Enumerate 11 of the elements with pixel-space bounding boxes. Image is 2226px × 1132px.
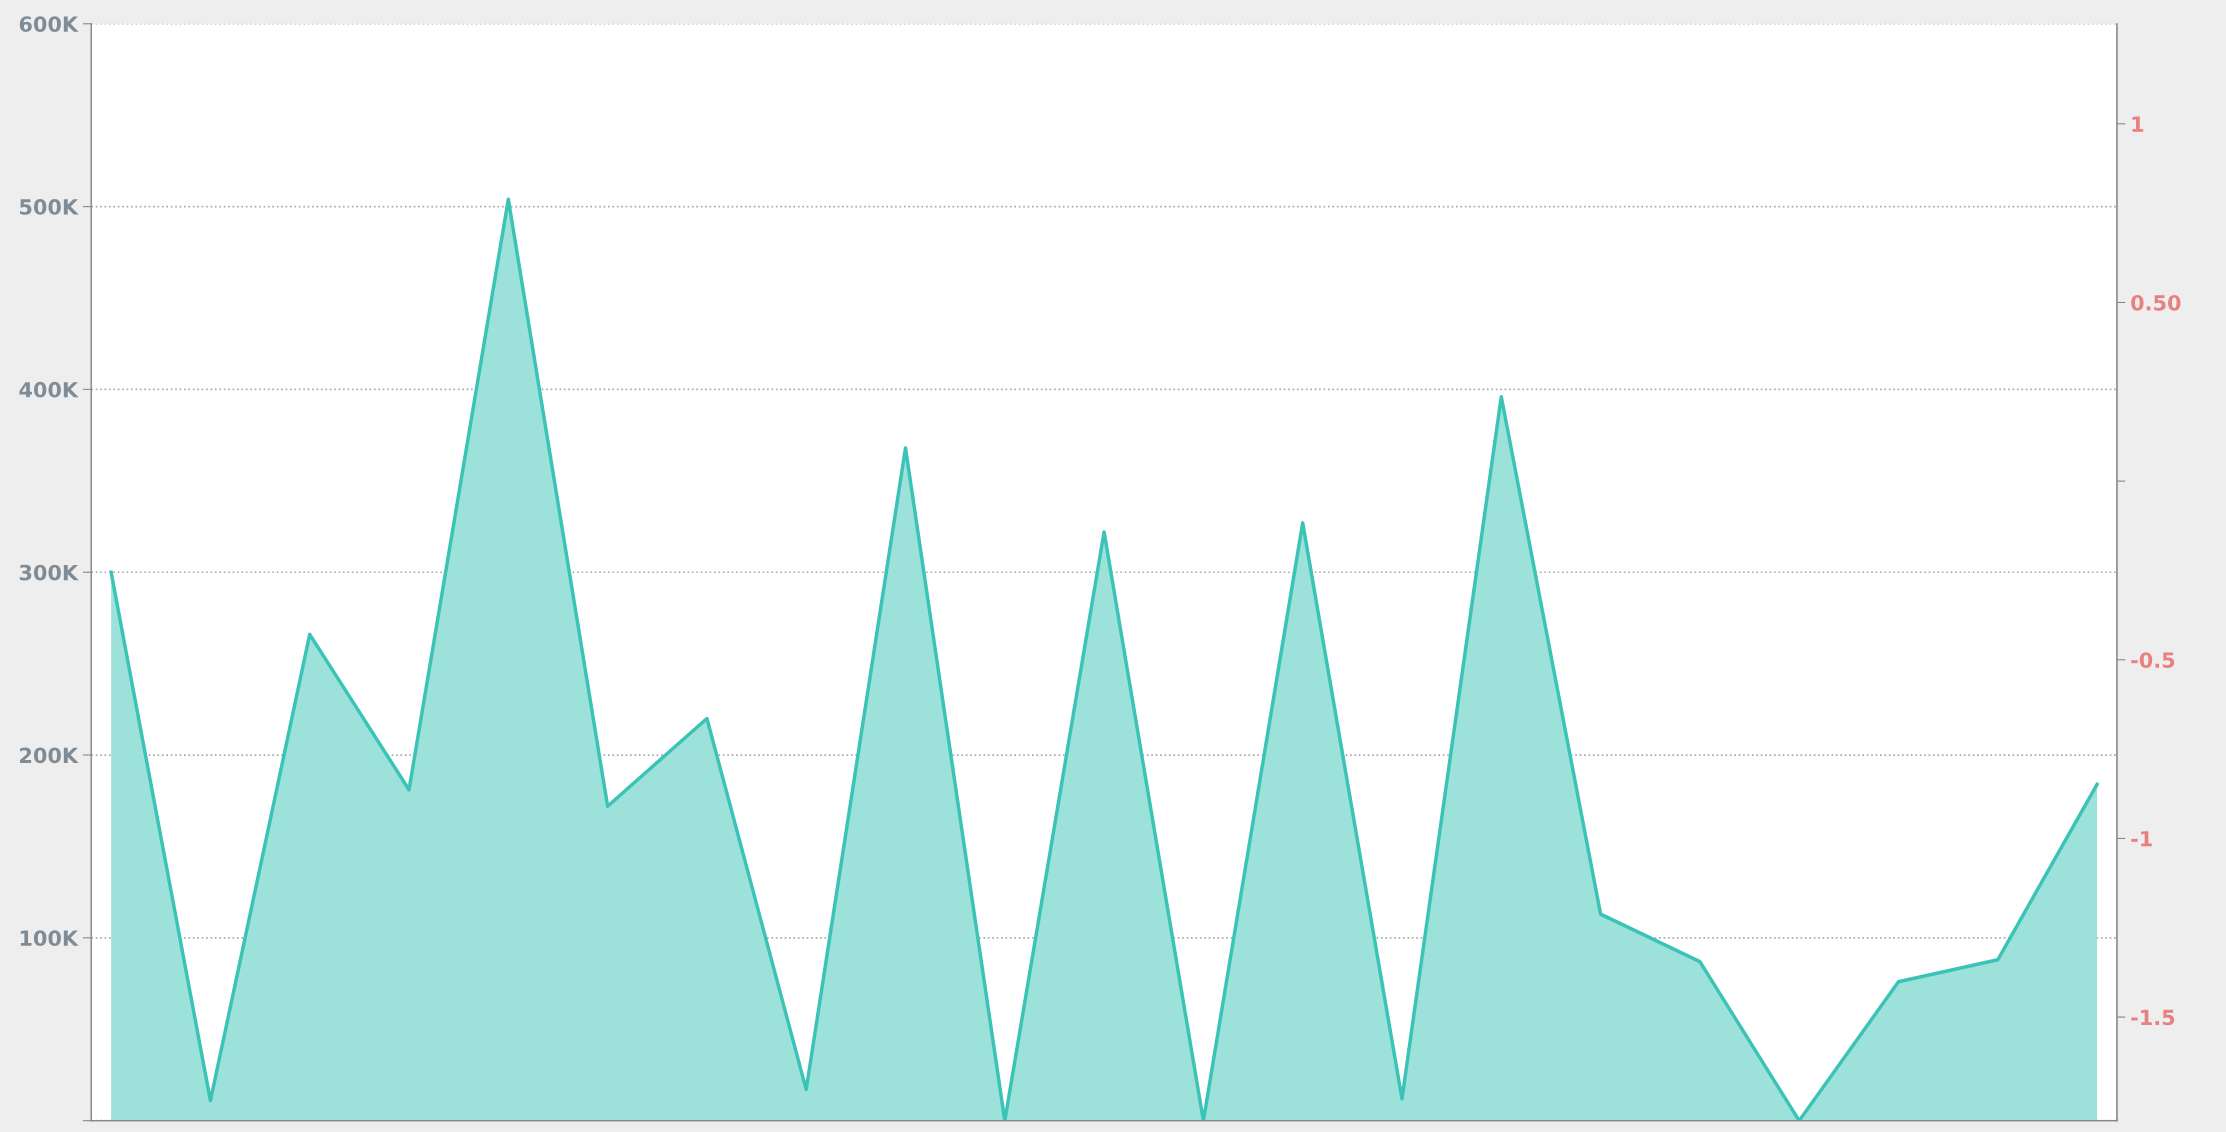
y2-tick-label: -1 (2131, 831, 2152, 847)
y2-tick-label: 0.50 (2131, 294, 2181, 311)
y-tick-label: 100K (20, 930, 79, 947)
y2-tick-label: -1.5 (2131, 1009, 2175, 1026)
y-tick-label: 300K (19, 564, 79, 581)
y2-tick-label: -0.5 (2131, 652, 2175, 668)
y2-tick-label: 1 (2132, 116, 2144, 132)
y-tick-label: 400K (19, 381, 79, 398)
y-tick-label: 600K (19, 16, 79, 32)
y-tick-label: 500K (20, 199, 79, 215)
y-tick-label: 200K (20, 747, 79, 764)
